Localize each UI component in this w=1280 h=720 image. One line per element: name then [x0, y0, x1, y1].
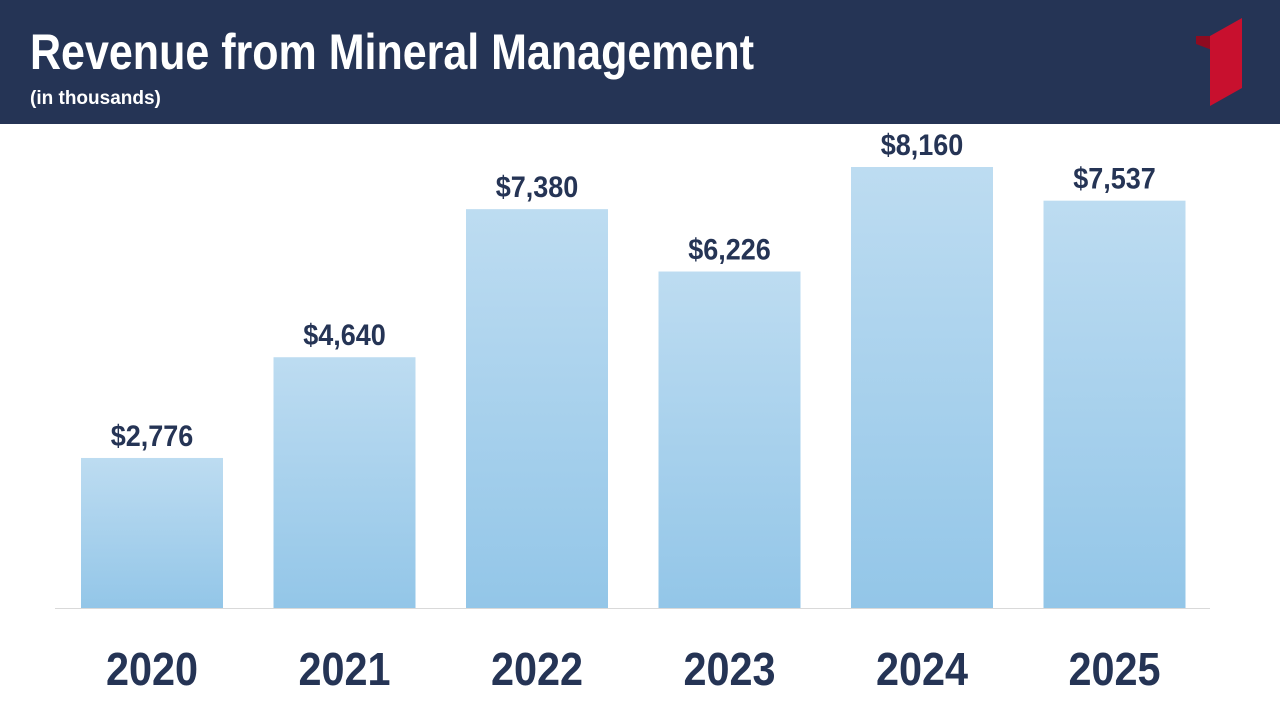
bar-2023 — [658, 271, 801, 608]
x-tick-label-2022: 2022 — [491, 644, 583, 696]
logo-fold — [1196, 36, 1212, 50]
bar-2022 — [466, 209, 608, 608]
x-tick-label-2025: 2025 — [1068, 644, 1160, 696]
value-label-2025: $7,537 — [1073, 162, 1156, 196]
labels-layer: $2,776 2020 $4,640 2021 $7,380 2022 $6,226 2023… — [106, 129, 1161, 696]
revenue-bar-chart: $2,776 2020 $4,640 2021 $7,380 2022 $6,226 2023… — [55, 129, 1210, 696]
bars-layer — [81, 167, 1186, 608]
value-label-2020: $2,776 — [111, 420, 194, 454]
bar-2020 — [81, 457, 223, 608]
value-label-2024: $8,160 — [881, 129, 964, 163]
x-tick-label-2021: 2021 — [298, 644, 390, 696]
bar-2025 — [1043, 200, 1186, 608]
x-tick-label-2024: 2024 — [876, 644, 969, 696]
page-title: Revenue from Mineral Management — [30, 24, 755, 80]
page-subtitle: (in thousands) — [30, 88, 161, 109]
value-label-2022: $7,380 — [496, 171, 579, 205]
header-bar: Revenue from Mineral Management (in thou… — [0, 0, 1280, 124]
value-label-2021: $4,640 — [303, 319, 386, 353]
logo-shape — [1210, 18, 1242, 106]
bar-2021 — [273, 357, 416, 608]
value-label-2023: $6,226 — [688, 233, 771, 267]
x-tick-label-2023: 2023 — [683, 644, 775, 696]
x-tick-label-2020: 2020 — [106, 644, 198, 696]
company-logo-icon — [1196, 18, 1242, 106]
bar-2024 — [851, 167, 993, 608]
